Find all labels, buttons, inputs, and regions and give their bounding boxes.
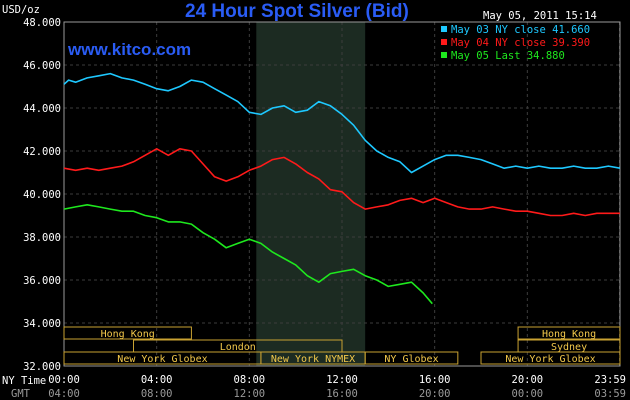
legend-marker-may04 — [441, 39, 447, 45]
y-unit-label: USD/oz — [2, 4, 40, 16]
legend-marker-may05 — [441, 52, 447, 58]
series-line-2 — [63, 204, 433, 305]
x-tick-label-ny: 12:00 — [326, 374, 358, 386]
market-box — [480, 351, 621, 365]
market-label: Hong Kong — [101, 329, 155, 340]
site-url: www.kitco.com — [67, 40, 191, 59]
market-box — [517, 326, 621, 340]
y-tick-label: 46.000 — [23, 60, 61, 72]
market-label: New York Globex — [117, 354, 207, 365]
plot-frame — [63, 21, 621, 367]
ny-time-caption: NY Time — [2, 375, 46, 387]
x-tick-label-gmt: 04:00 — [48, 388, 80, 400]
y-tick-label: 44.000 — [23, 103, 61, 115]
x-tick-label-gmt: 00:00 — [512, 388, 544, 400]
x-tick-label-ny: 16:00 — [419, 374, 451, 386]
x-tick-label-ny: 20:00 — [512, 374, 544, 386]
x-tick-label-ny: 04:00 — [141, 374, 173, 386]
market-box — [364, 351, 459, 365]
legend-item-may03: May 03 NY close 41.660 — [451, 24, 590, 36]
series-line-0 — [63, 72, 621, 174]
market-label: Hong Kong — [542, 329, 596, 340]
x-tick-label-ny: 00:00 — [48, 374, 80, 386]
x-tick-label-gmt: 16:00 — [326, 388, 358, 400]
y-tick-label: 36.000 — [23, 275, 61, 287]
market-label: Sydney — [551, 342, 587, 353]
x-tick-label-gmt: 08:00 — [141, 388, 173, 400]
legend-item-may04: May 04 NY close 39.390 — [451, 37, 590, 49]
y-tick-label: 38.000 — [23, 232, 61, 244]
legend-item-may05: May 05 Last 34.880 — [451, 50, 565, 62]
x-tick-label-gmt: 20:00 — [419, 388, 451, 400]
market-box — [63, 326, 192, 340]
datetime-label: May 05, 2011 15:14 — [483, 10, 597, 22]
x-tick-label-ny: 23:59 — [594, 374, 626, 386]
x-tick-label-ny: 08:00 — [234, 374, 266, 386]
y-tick-label: 34.000 — [23, 318, 61, 330]
x-tick-label-gmt: 12:00 — [234, 388, 266, 400]
y-tick-label: 32.000 — [23, 361, 61, 373]
x-axis-labels: 00:00 04:00 04:00 08:00 08:00 12:00 12:00 16:00… — [48, 374, 626, 400]
y-axis-labels: 32.000 34.000 36.000 38.000 40.000 42.000 44.0… — [23, 17, 61, 373]
y-tick-label: 42.000 — [23, 146, 61, 158]
legend-marker-may03 — [441, 26, 447, 32]
market-label: NY Globex — [384, 354, 438, 365]
legend: May 03 NY close 41.660 May 04 NY close 3… — [441, 24, 590, 62]
chart-title: 24 Hour Spot Silver (Bid) — [185, 1, 409, 22]
market-sessions: Hong Kong London New York Globex New York N… — [63, 326, 621, 365]
market-label: New York Globex — [505, 354, 595, 365]
gmt-caption: GMT — [11, 388, 31, 400]
y-tick-label: 40.000 — [23, 189, 61, 201]
series-group — [63, 72, 621, 305]
market-label: New York NYMEX — [271, 354, 355, 365]
market-label: London — [220, 342, 256, 353]
series-line-1 — [63, 148, 620, 217]
x-tick-label-gmt: 03:59 — [594, 388, 626, 400]
y-tick-label: 48.000 — [23, 17, 61, 29]
grid — [63, 21, 621, 367]
